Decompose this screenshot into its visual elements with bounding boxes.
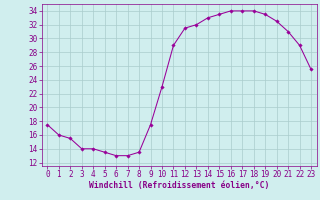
X-axis label: Windchill (Refroidissement éolien,°C): Windchill (Refroidissement éolien,°C) [89,181,269,190]
